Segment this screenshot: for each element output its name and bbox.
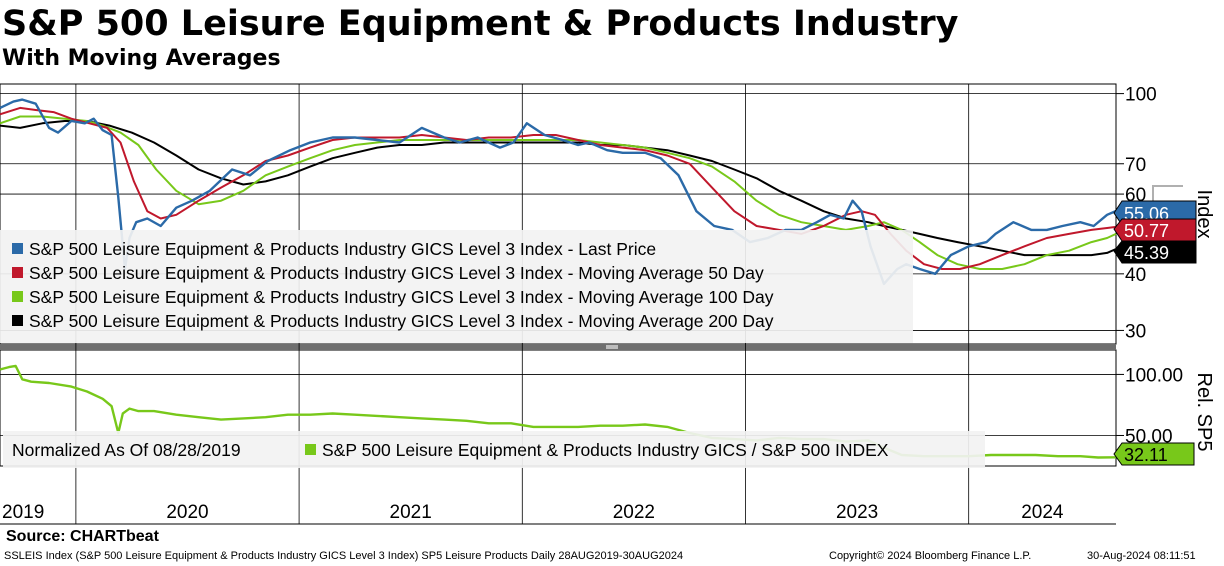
footer-timestamp: 30-Aug-2024 08:11:51 [1087,550,1196,562]
last-value-tag-relative: 32.11 [1113,442,1195,466]
legend-swatch-ma200 [12,315,23,326]
lower-tick-label: 50.00 [1125,426,1173,447]
lower-y-axis-title: Rel. SP5 [1193,373,1215,452]
last-value-tag-ma50: 50.77 [1113,218,1197,242]
footer-description: SSLEIS Index (S&P 500 Leisure Equipment … [4,550,684,562]
panel-divider-grip-icon[interactable] [606,345,618,349]
legend-label-ma200: S&P 500 Leisure Equipment & Products Ind… [29,311,774,331]
last-value-tag-ma200: 45.39 [1113,240,1197,264]
legend-label-ma100: S&P 500 Leisure Equipment & Products Ind… [29,287,774,307]
legend-label-last-price: S&P 500 Leisure Equipment & Products Ind… [29,239,656,259]
upper-legend: S&P 500 Leisure Equipment & Products Ind… [12,239,774,331]
x-tick-label: 2020 [166,502,208,523]
last-value-ma200: 45.39 [1124,243,1169,263]
legend-swatch-last-price [12,243,23,254]
x-tick-label: 2023 [836,502,878,523]
upper-tick-label: 40 [1125,265,1146,286]
lower-legend: Normalized As Of 08/28/2019 S&P 500 Leis… [12,440,889,460]
last-value-ma50: 50.77 [1124,221,1169,241]
x-tick-label: 2019 [2,502,44,523]
x-tick-label: 2022 [613,502,655,523]
legend-label-ma50: S&P 500 Leisure Equipment & Products Ind… [29,263,764,283]
legend-swatch-ma50 [12,267,23,278]
upper-legend-box [0,230,913,343]
x-tick-label: 2024 [1021,502,1064,523]
lower-tick-label: 100.00 [1125,365,1183,386]
upper-y-axis-title: Index [1193,190,1215,239]
panel-divider[interactable] [0,344,1116,350]
legend-normalized-note: Normalized As Of 08/28/2019 [12,440,241,460]
upper-tick-label: 30 [1125,321,1146,342]
chart-subtitle: With Moving Averages [2,46,281,71]
series-line-ma50 [0,106,1117,270]
lower-legend-box [3,431,985,468]
source-note: Source: CHARTbeat [6,528,159,545]
chart-title: S&P 500 Leisure Equipment & Products Ind… [2,4,959,44]
upper-tick-label: 70 [1125,155,1146,176]
series-line-ma200 [0,120,1117,257]
legend-swatch-relative [305,444,316,455]
footer-copyright: Copyright© 2024 Bloomberg Finance L.P. [829,550,1032,562]
series-line-ma100 [0,115,1117,270]
x-tick-label: 2021 [390,502,432,523]
upper-tick-label: 100 [1125,85,1157,106]
legend-swatch-ma100 [12,291,23,302]
last-value-relative: 32.11 [1124,445,1168,465]
bracket-marker [1152,185,1183,205]
legend-label-relative: S&P 500 Leisure Equipment & Products Ind… [322,440,889,460]
